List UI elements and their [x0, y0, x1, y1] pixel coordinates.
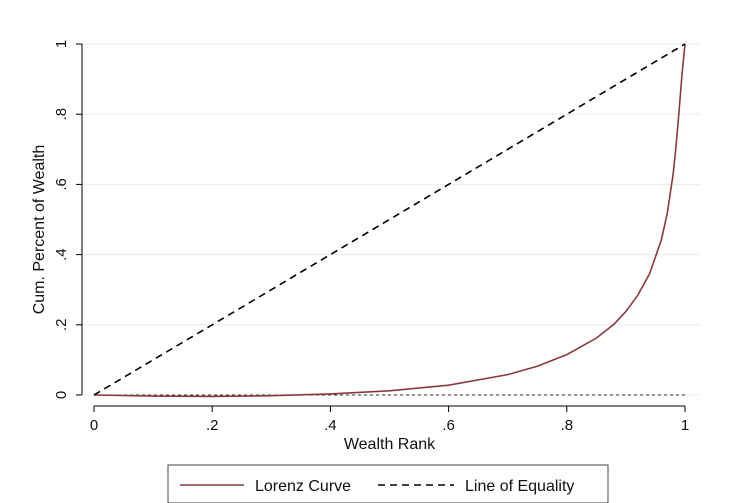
legend-label-lorenz: Lorenz Curve: [255, 478, 351, 495]
x-tick-layer: 0 .2 .4 .6 .8 1: [90, 406, 689, 434]
grid-layer: [82, 43, 700, 396]
legend-box: [167, 464, 609, 503]
x-tick-label: .2: [206, 417, 219, 434]
y-tick-label: .4: [53, 248, 70, 261]
x-tick-label: .6: [442, 417, 455, 434]
series-line-equality: [93, 43, 686, 396]
y-tick-label: .2: [53, 319, 70, 332]
x-tick-label: 0: [90, 417, 98, 434]
y-tick-label: .8: [53, 108, 70, 121]
x-axis-title: Wealth Rank: [344, 436, 436, 453]
legend: Lorenz Curve Line of Equality: [167, 464, 609, 503]
x-tick-label: 1: [681, 417, 689, 434]
y-tick-layer: 0 .2 .4 .6 .8 1: [53, 40, 82, 399]
y-axis-title: Cum. Percent of Wealth: [31, 145, 48, 315]
x-tick-label: .8: [561, 417, 574, 434]
y-tick-label: 1: [53, 40, 70, 48]
series-layer: [93, 43, 686, 398]
y-tick-label: .6: [53, 178, 70, 191]
series-line-lorenz: [93, 43, 686, 398]
x-tick-label: .4: [324, 417, 337, 434]
y-tick-label: 0: [53, 391, 70, 399]
axis-layer: [81, 44, 685, 407]
legend-label-equality: Line of Equality: [465, 478, 574, 495]
